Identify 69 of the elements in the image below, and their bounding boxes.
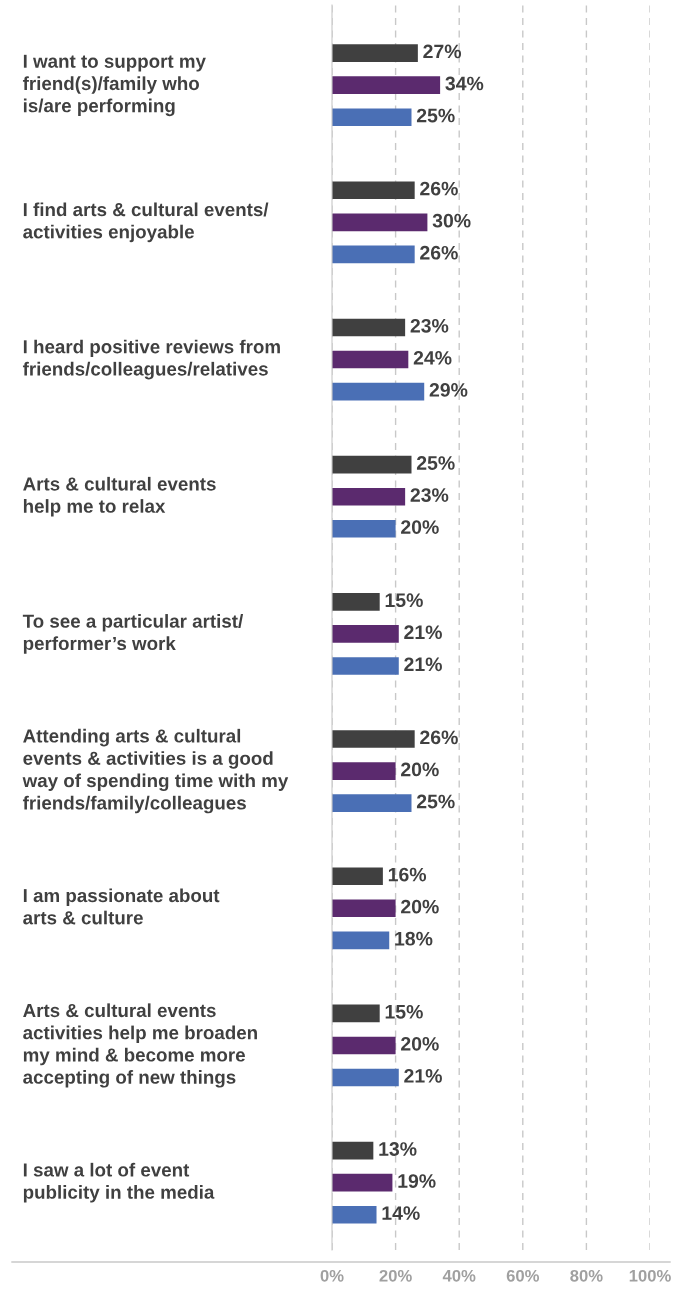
bar bbox=[332, 44, 418, 62]
data-label: 20% bbox=[401, 520, 439, 534]
bar bbox=[332, 867, 383, 886]
bar bbox=[332, 519, 396, 538]
data-label: 16% bbox=[388, 867, 427, 882]
bar bbox=[332, 1173, 393, 1192]
x-tick-label: 40% bbox=[442, 1269, 476, 1282]
y-tick-label: I am passionate about arts & culture bbox=[23, 888, 220, 925]
bar bbox=[332, 181, 415, 200]
bar bbox=[332, 213, 428, 232]
data-label: 26% bbox=[420, 245, 458, 260]
data-label: 23% bbox=[410, 318, 449, 333]
data-label: 25% bbox=[416, 108, 455, 123]
data-label: 14% bbox=[382, 1206, 420, 1220]
bar bbox=[332, 1004, 380, 1023]
data-label: 18% bbox=[395, 931, 433, 946]
data-label: 29% bbox=[429, 383, 468, 397]
data-label: 30% bbox=[432, 213, 471, 228]
bar bbox=[332, 899, 396, 918]
bar bbox=[332, 1036, 396, 1055]
bar bbox=[332, 455, 412, 474]
y-tick-label: Attending arts & cultural events & activities is a good way of spending time with my friends/family/colleagues bbox=[22, 728, 289, 814]
bar bbox=[332, 245, 415, 264]
bar bbox=[332, 625, 399, 643]
data-label: 21% bbox=[404, 657, 442, 672]
y-tick-label: I saw a lot of event publicity in the media bbox=[23, 1162, 215, 1203]
x-tick-label: 100% bbox=[629, 1269, 671, 1282]
data-label: 13% bbox=[379, 1142, 417, 1156]
bar bbox=[332, 1205, 377, 1224]
y-tick-label: Arts & cultural events help me to relax bbox=[23, 476, 216, 517]
bar bbox=[332, 487, 406, 506]
bar bbox=[332, 1141, 374, 1160]
bar bbox=[332, 762, 396, 780]
data-label: 19% bbox=[398, 1174, 436, 1188]
bar bbox=[332, 931, 390, 950]
data-label: 20% bbox=[401, 899, 439, 914]
bar bbox=[332, 730, 415, 748]
y-tick-label: I want to support my friend(s)/family who is/are performing bbox=[22, 54, 206, 117]
data-label: 20% bbox=[401, 1036, 439, 1051]
data-label: 25% bbox=[416, 794, 455, 809]
data-label: 26% bbox=[420, 181, 458, 196]
data-label: 15% bbox=[385, 593, 423, 608]
data-label: 20% bbox=[401, 762, 439, 777]
y-tick-label: Arts & cultural events activities help me broaden my mind & become more accepting of new things bbox=[23, 1003, 257, 1088]
y-tick-label: To see a particular artist/ performer’s work bbox=[22, 614, 244, 654]
data-label: 21% bbox=[404, 1069, 442, 1083]
bar bbox=[332, 1068, 399, 1087]
data-label: 15% bbox=[385, 1004, 423, 1019]
x-tick-label: 0% bbox=[320, 1269, 344, 1282]
x-tick-label: 20% bbox=[379, 1269, 412, 1282]
bar bbox=[332, 318, 406, 337]
bar bbox=[332, 76, 441, 94]
data-label: 23% bbox=[410, 488, 449, 502]
data-label: 21% bbox=[404, 625, 442, 640]
y-tick-label: I heard positive reviews from friends/colleagues/relatives bbox=[22, 339, 280, 380]
data-label: 34% bbox=[445, 76, 484, 91]
data-label: 26% bbox=[420, 730, 458, 745]
bar bbox=[332, 657, 399, 675]
data-label: 27% bbox=[423, 44, 462, 59]
bar bbox=[332, 382, 425, 401]
bar bbox=[332, 593, 380, 611]
data-label: 24% bbox=[413, 350, 452, 365]
bar bbox=[332, 794, 412, 812]
x-tick-label: 60% bbox=[506, 1269, 540, 1282]
data-label: 25% bbox=[416, 456, 455, 470]
y-tick-label: I find arts & cultural events/ activities enjoyable bbox=[23, 202, 269, 243]
bar bbox=[332, 350, 409, 369]
bar bbox=[332, 108, 412, 127]
x-tick-label: 80% bbox=[570, 1269, 603, 1282]
